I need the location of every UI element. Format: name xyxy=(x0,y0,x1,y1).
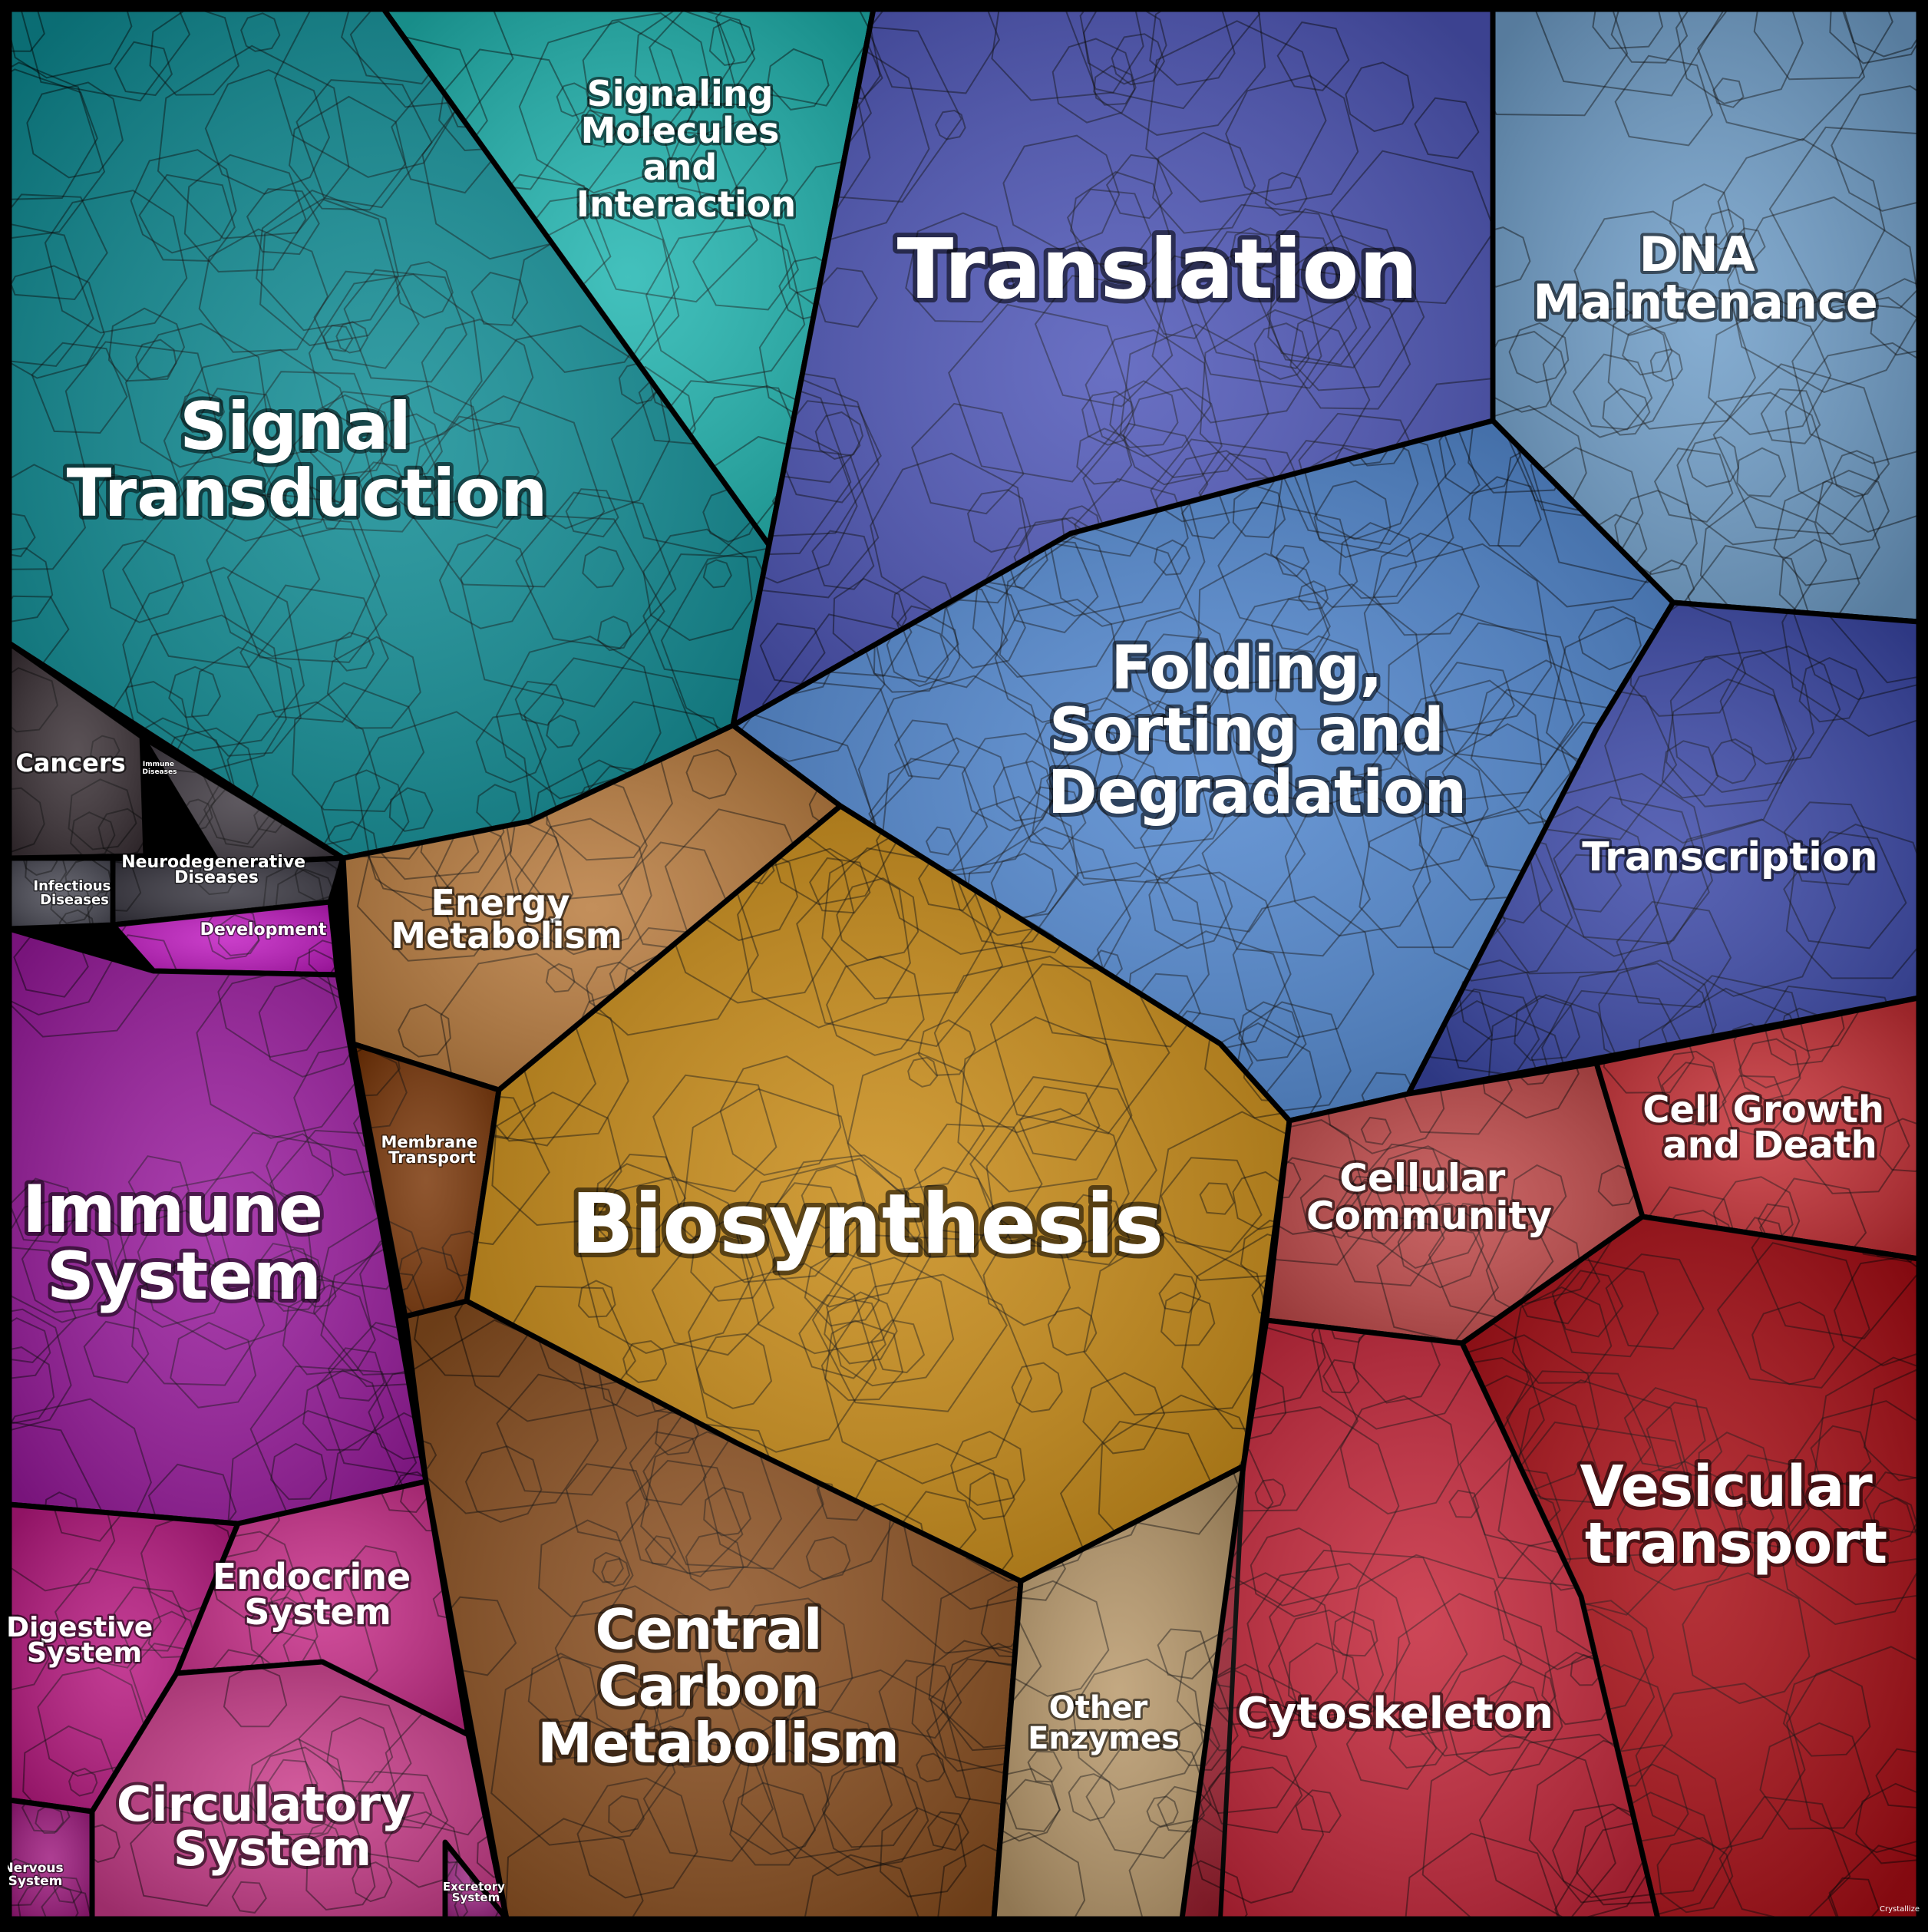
label-cell-growth: Cell Growth and Death xyxy=(1642,1088,1897,1167)
label-membrane-transport: Membrane Transport xyxy=(381,1133,483,1167)
label-translation: Translation xyxy=(897,222,1418,318)
label-immune-diseases: Immune Diseases xyxy=(143,761,177,776)
label-cellular-community: Cellular Community xyxy=(1306,1156,1552,1238)
label-biosynthesis: Biosynthesis xyxy=(571,1177,1164,1273)
label-digestive: Digestive System xyxy=(6,1612,163,1669)
label-development: Development xyxy=(200,920,327,940)
label-vesicular: Vesicular transport xyxy=(1580,1454,1893,1577)
label-nervous: Nervous System xyxy=(2,1861,68,1889)
label-signaling-molecules: Signaling Molecules and Interaction xyxy=(576,73,796,225)
label-cytoskeleton: Cytoskeleton xyxy=(1237,1689,1553,1739)
label-cancers: Cancers xyxy=(15,748,125,778)
region-shade xyxy=(9,1800,92,1919)
label-transcription: Transcription xyxy=(1582,834,1877,880)
label-other-enzymes: Other Enzymes xyxy=(1028,1690,1180,1756)
watermark: Crystallize xyxy=(1880,1905,1920,1914)
label-infectious: Infectious Diseases xyxy=(33,878,115,908)
label-immune-system: Immune System xyxy=(22,1171,346,1315)
label-excretory: Excretory System xyxy=(443,1880,509,1904)
